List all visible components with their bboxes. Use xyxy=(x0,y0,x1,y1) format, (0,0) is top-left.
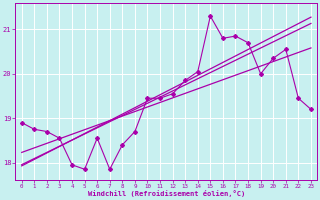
X-axis label: Windchill (Refroidissement éolien,°C): Windchill (Refroidissement éolien,°C) xyxy=(88,190,245,197)
